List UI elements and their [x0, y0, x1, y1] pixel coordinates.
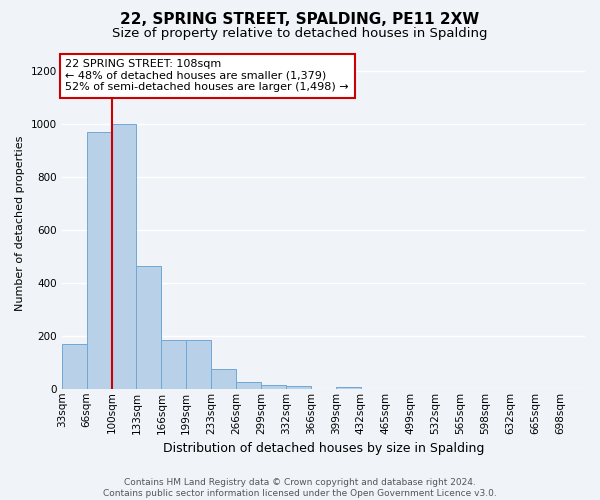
Text: Size of property relative to detached houses in Spalding: Size of property relative to detached ho… — [112, 28, 488, 40]
Text: Contains HM Land Registry data © Crown copyright and database right 2024.
Contai: Contains HM Land Registry data © Crown c… — [103, 478, 497, 498]
Bar — [161, 340, 186, 389]
Bar — [186, 340, 211, 389]
Bar — [236, 382, 261, 389]
Bar — [86, 132, 112, 389]
Bar — [336, 388, 361, 389]
X-axis label: Distribution of detached houses by size in Spalding: Distribution of detached houses by size … — [163, 442, 484, 455]
Bar — [62, 344, 86, 389]
Y-axis label: Number of detached properties: Number of detached properties — [15, 136, 25, 311]
Text: 22, SPRING STREET, SPALDING, PE11 2XW: 22, SPRING STREET, SPALDING, PE11 2XW — [121, 12, 479, 28]
Bar — [136, 266, 161, 389]
Bar — [261, 385, 286, 389]
Bar — [211, 369, 236, 389]
Bar — [112, 124, 136, 389]
Text: 22 SPRING STREET: 108sqm
← 48% of detached houses are smaller (1,379)
52% of sem: 22 SPRING STREET: 108sqm ← 48% of detach… — [65, 59, 349, 92]
Bar — [286, 386, 311, 389]
